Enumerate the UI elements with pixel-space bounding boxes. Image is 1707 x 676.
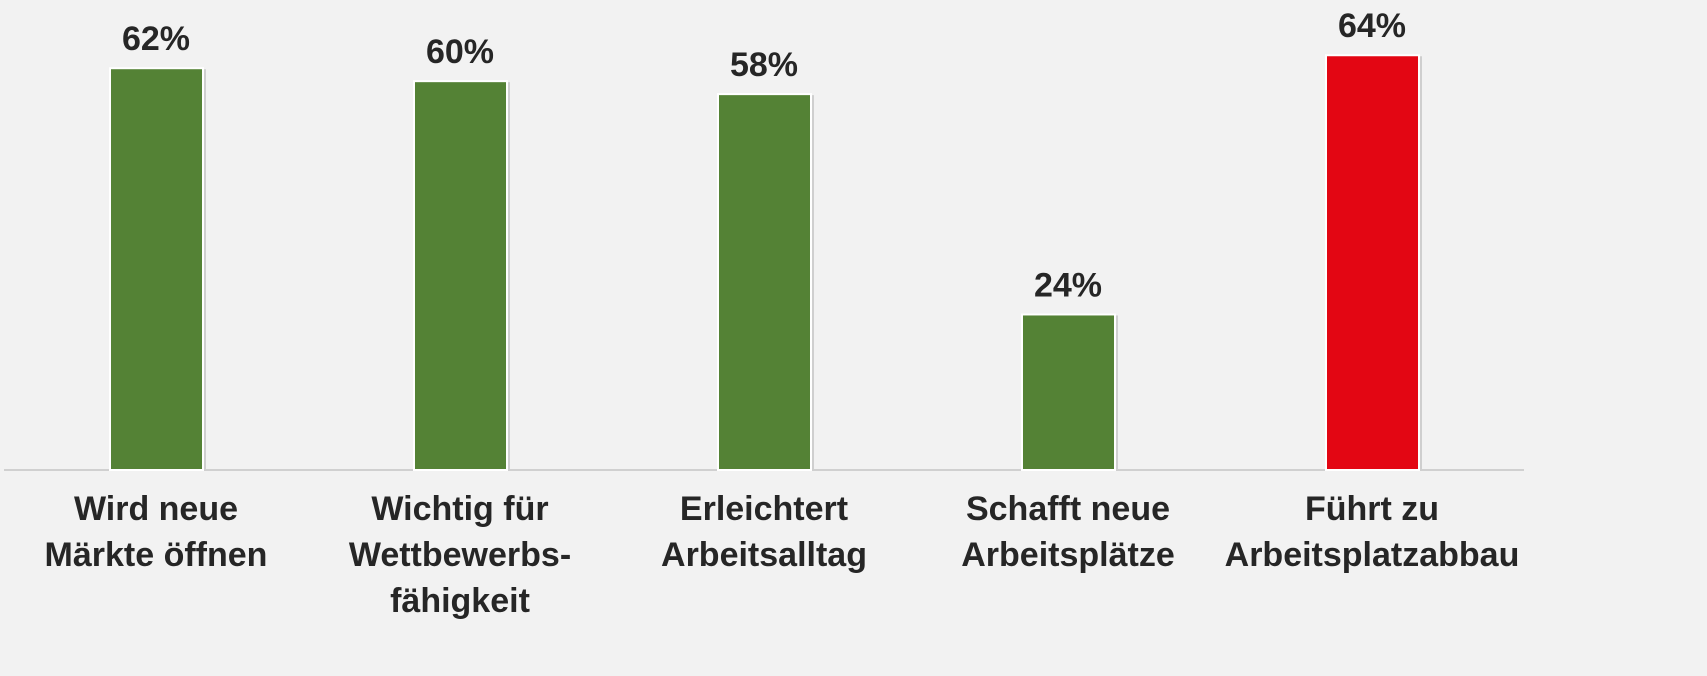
bar <box>717 93 812 471</box>
x-tick-label-line: Schafft neue <box>966 490 1170 528</box>
x-tick-label-line: Wettbewerbs- <box>349 536 571 574</box>
x-tick-label: Führt zu Arbeitsplatzabbau <box>1225 490 1520 574</box>
value-label: 58% <box>730 46 798 84</box>
bar <box>1325 54 1420 471</box>
value-label: 60% <box>426 33 494 71</box>
x-tick-label-line: Arbeitsplatzabbau <box>1225 536 1520 574</box>
bar <box>1021 313 1116 472</box>
value-label: 64% <box>1338 7 1406 45</box>
x-tick-label-line: Märkte öffnen <box>45 536 268 574</box>
x-tick-label: Erleichtert Arbeitsalltag <box>661 490 867 574</box>
value-label: 62% <box>122 20 190 58</box>
x-tick-label-line: fähigkeit <box>390 582 530 620</box>
x-tick-label: Wird neue Märkte öffnen <box>45 490 268 574</box>
bar <box>109 67 204 471</box>
x-tick-label-line: Wird neue <box>74 490 238 528</box>
x-tick-label-line: Wichtig für <box>371 490 548 528</box>
value-label: 24% <box>1034 266 1102 304</box>
x-tick-label-line: Erleichtert <box>680 490 848 528</box>
x-tick-label: Wichtig für Wettbewerbs-fähigkeit <box>349 490 571 620</box>
x-tick-label-line: Arbeitsalltag <box>661 536 867 574</box>
x-tick-label-line: Führt zu <box>1305 490 1439 528</box>
x-tick-label-line: Arbeitsplätze <box>961 536 1175 574</box>
bar <box>413 80 508 472</box>
x-tick-label: Schafft neue Arbeitsplätze <box>961 490 1175 574</box>
